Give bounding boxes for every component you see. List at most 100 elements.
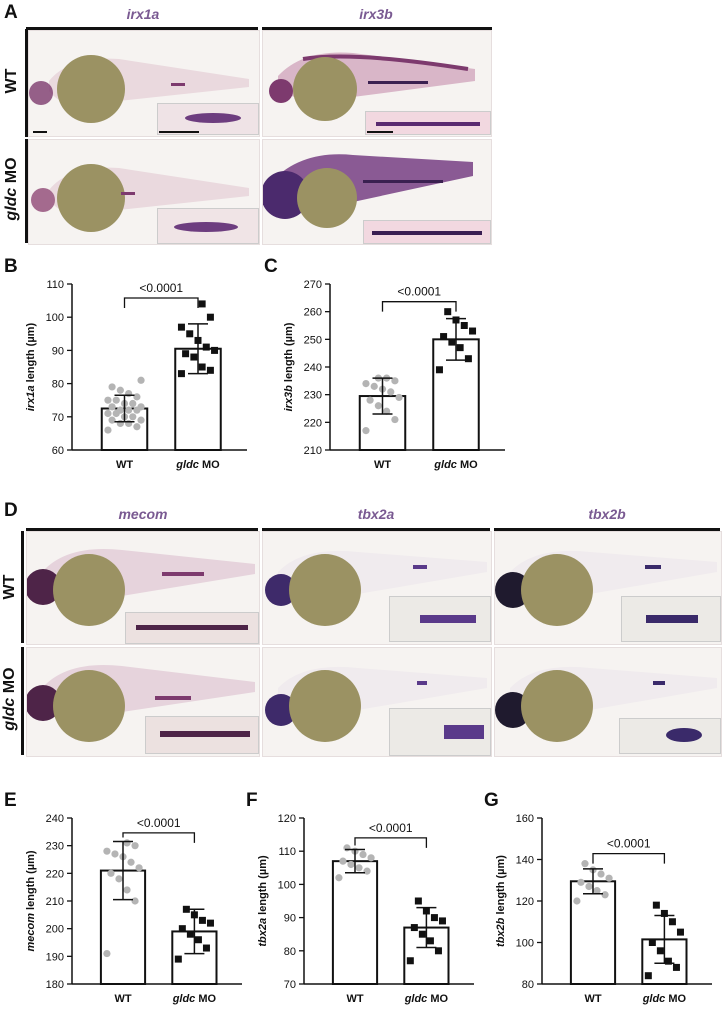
significance-bracket — [592, 853, 666, 864]
y-tick-label: 110 — [278, 846, 296, 858]
data-point — [194, 936, 202, 944]
data-point — [112, 396, 120, 404]
data-point — [116, 419, 124, 428]
y-tick-label: 120 — [516, 896, 534, 908]
data-point — [182, 350, 190, 358]
panel-letter-c: C — [264, 256, 278, 277]
data-point — [656, 947, 664, 955]
row-rule — [25, 139, 28, 243]
data-point — [418, 930, 426, 938]
data-point — [414, 897, 422, 905]
data-point — [359, 850, 367, 859]
data-point — [123, 839, 131, 847]
y-tick-label: 100 — [516, 938, 534, 950]
embryo-image — [28, 30, 260, 137]
p-value-label: <0.0001 — [607, 837, 651, 851]
x-tick-label: WT — [114, 993, 131, 1005]
data-point — [104, 409, 112, 418]
row-label-gldc-mo: gldc MO — [3, 157, 20, 221]
inset-image — [363, 220, 491, 244]
y-tick-label: 90 — [284, 913, 296, 925]
data-point — [387, 388, 395, 396]
p-value-label: <0.0001 — [397, 285, 441, 299]
data-point — [129, 413, 137, 421]
data-point — [137, 376, 145, 384]
data-point — [440, 333, 448, 341]
data-point — [363, 867, 371, 875]
chart-irx1a-length: 60 70 80 90 100 110 irx1a length (µm) WT gldc MO… — [25, 279, 247, 471]
data-point — [672, 963, 680, 971]
header-rule — [262, 27, 492, 30]
panel-letter-f: F — [246, 790, 258, 811]
header-rule — [26, 528, 258, 531]
header-rule — [262, 528, 490, 531]
data-point — [406, 957, 414, 965]
row-rule — [21, 531, 24, 643]
data-point — [108, 416, 116, 424]
y-tick-label: 240 — [304, 362, 322, 374]
data-point — [202, 944, 210, 952]
embryo-image — [494, 647, 722, 757]
y-tick-label: 190 — [46, 951, 64, 963]
header-rule — [26, 27, 258, 30]
data-point — [660, 909, 668, 917]
inset-image — [621, 596, 721, 642]
data-point — [355, 864, 363, 872]
y-tick-label: 180 — [46, 979, 64, 991]
significance-bracket — [122, 832, 196, 843]
significance-bracket — [354, 837, 428, 848]
data-point — [367, 854, 375, 862]
chart-irx3b-length: 210 220 230 240 250 260 270 irx3b length (µm) WT… — [283, 279, 505, 471]
chart-mecom-length: 180 190 200 210 220 230 240 mecom length (µm) WT… — [25, 813, 242, 1005]
data-point — [601, 891, 609, 899]
y-axis-label: irx1a length (µm) — [25, 323, 37, 412]
data-point — [202, 343, 210, 351]
y-tick-label: 250 — [304, 334, 322, 346]
x-tick-label: gldc MO — [642, 993, 687, 1005]
data-point — [426, 937, 434, 945]
row-rule — [25, 29, 28, 137]
y-tick-label: 270 — [304, 279, 322, 291]
data-point — [460, 322, 468, 329]
y-tick-label: 140 — [516, 855, 534, 867]
row-label-wt: WT — [1, 574, 18, 600]
data-point — [206, 366, 214, 374]
data-point — [652, 901, 660, 909]
inset-image — [157, 208, 259, 244]
data-point — [116, 406, 124, 414]
data-point — [186, 930, 194, 938]
embryo-image — [26, 647, 260, 757]
data-point — [211, 346, 219, 354]
data-point — [391, 377, 399, 385]
y-tick-label: 120 — [278, 813, 296, 825]
y-tick-label: 70 — [52, 412, 64, 424]
scale-bar — [159, 131, 199, 133]
inset-image — [157, 103, 259, 135]
significance-bracket — [123, 297, 199, 308]
data-point — [198, 916, 206, 924]
data-point — [206, 919, 214, 927]
y-tick-label: 110 — [46, 279, 64, 291]
gene-label-tbx2a: tbx2a — [357, 506, 395, 522]
data-point — [435, 366, 443, 374]
data-point — [676, 928, 684, 936]
data-point — [577, 878, 585, 886]
embryo-image — [262, 647, 492, 757]
y-tick-label: 60 — [52, 445, 64, 457]
data-point — [135, 864, 143, 872]
gene-label-irx3b: irx3b — [359, 6, 393, 22]
data-point — [103, 949, 111, 958]
data-point — [133, 423, 141, 431]
data-point — [129, 399, 137, 408]
chart-tbx2a-length: 70 80 90 100 110 120 tbx2a length (µm) WT gldc M… — [257, 813, 474, 1005]
y-tick-label: 80 — [52, 379, 64, 391]
data-point — [438, 917, 446, 925]
data-point — [177, 323, 185, 331]
y-tick-label: 90 — [52, 345, 64, 357]
data-point — [190, 353, 198, 361]
data-point — [648, 939, 656, 946]
data-point — [178, 925, 186, 933]
chart-tbx2b-length: 80 100 120 140 160 tbx2b length (µm) WT gldc MO… — [495, 813, 712, 1005]
data-point — [125, 389, 133, 398]
y-tick-label: 260 — [304, 307, 322, 319]
